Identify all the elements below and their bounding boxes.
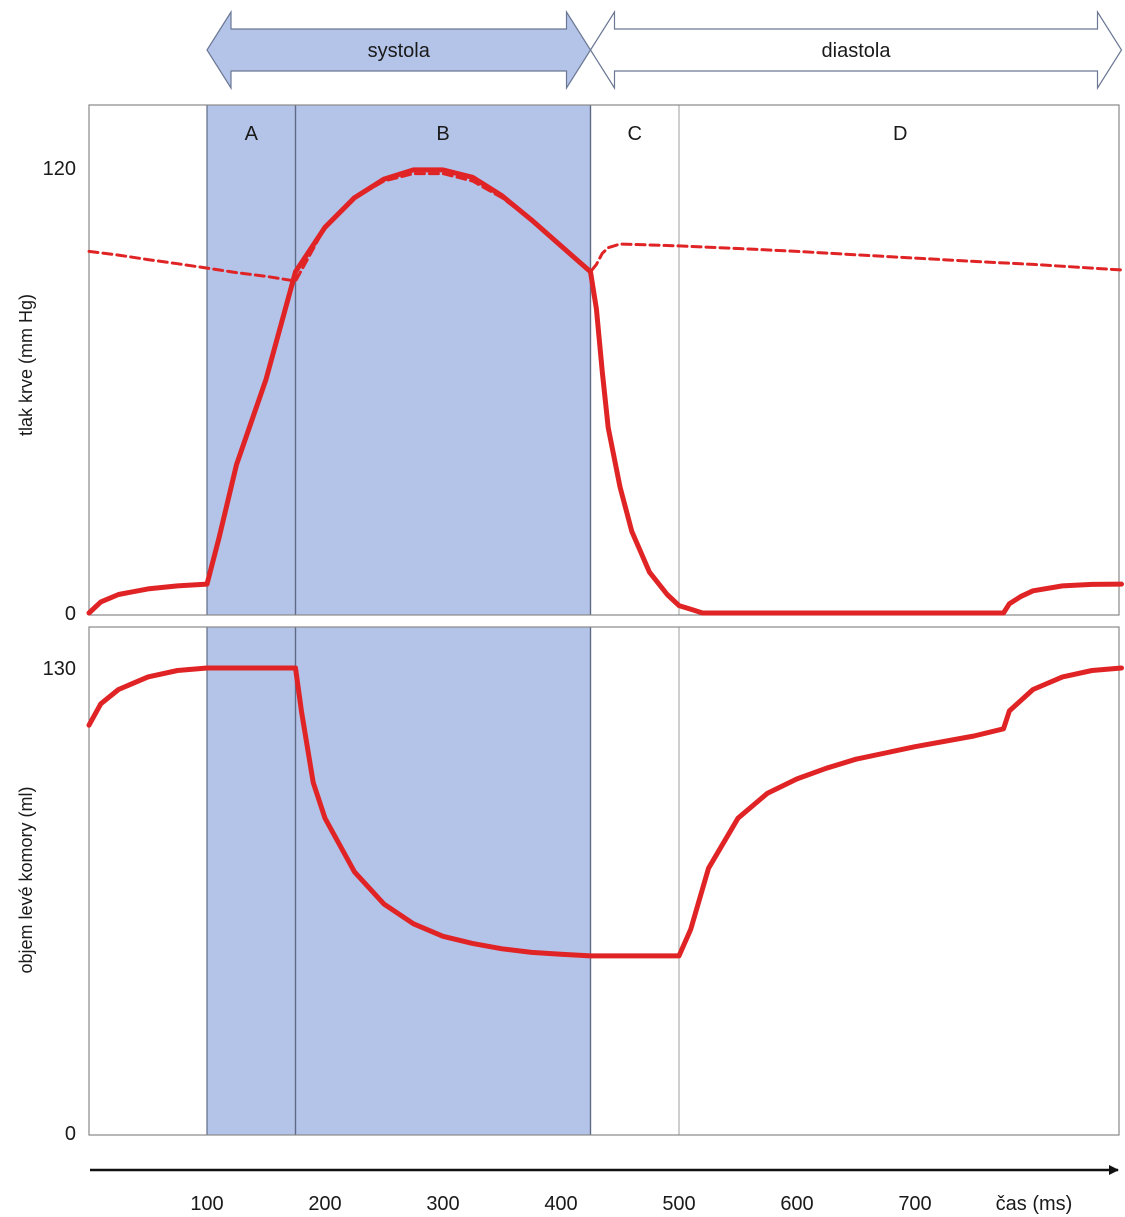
pressure-solid-line xyxy=(86,167,1124,616)
segment-label-b: B xyxy=(436,123,449,145)
pressure-dashed-line xyxy=(87,172,1123,283)
time-tick-label: 700 xyxy=(898,1193,931,1215)
phase-bands xyxy=(207,105,591,1135)
pressure-y-tick-label: 0 xyxy=(65,603,76,625)
phase-band-b xyxy=(295,627,591,1135)
time-tick-label: 300 xyxy=(426,1193,459,1215)
time-tick-label: 500 xyxy=(662,1193,695,1215)
pressure-y-ticks: 0 120 xyxy=(43,158,76,625)
segment-labels: A B C D xyxy=(245,123,908,145)
segment-label-a: A xyxy=(245,123,259,145)
segment-label-d: D xyxy=(893,123,907,145)
phase-band-b xyxy=(295,105,591,615)
volume-y-tick-label: 130 xyxy=(43,658,76,680)
diastole-label: diastola xyxy=(822,40,892,62)
pressure-panel-frame xyxy=(88,104,1120,616)
phase-band-a xyxy=(207,627,296,1135)
time-tick-label: 400 xyxy=(544,1193,577,1215)
time-axis-ticks: 100 200 300 400 500 600 700 xyxy=(190,1193,931,1215)
pressure-y-tick-label: 120 xyxy=(43,158,76,180)
volume-y-axis-label: objem levé komory (ml) xyxy=(16,786,36,973)
volume-solid-line xyxy=(86,665,1124,959)
time-axis-label: čas (ms) xyxy=(996,1193,1073,1215)
pressure-y-axis-label: tlak krve (mm Hg) xyxy=(16,294,36,436)
segment-label-c: C xyxy=(628,123,642,145)
systole-label: systola xyxy=(368,40,431,62)
time-tick-label: 100 xyxy=(190,1193,223,1215)
phase-dividers xyxy=(206,105,680,1135)
volume-series-group xyxy=(86,665,1124,959)
phase-arrows: systola diastola xyxy=(206,9,1123,91)
volume-y-tick-label: 0 xyxy=(65,1123,76,1145)
diastole-arrow xyxy=(589,9,1123,91)
pressure-series-group xyxy=(86,167,1124,616)
time-tick-label: 200 xyxy=(308,1193,341,1215)
volume-y-ticks: 0 130 xyxy=(43,658,76,1145)
time-tick-label: 600 xyxy=(780,1193,813,1215)
volume-panel-frame xyxy=(88,626,1120,1136)
